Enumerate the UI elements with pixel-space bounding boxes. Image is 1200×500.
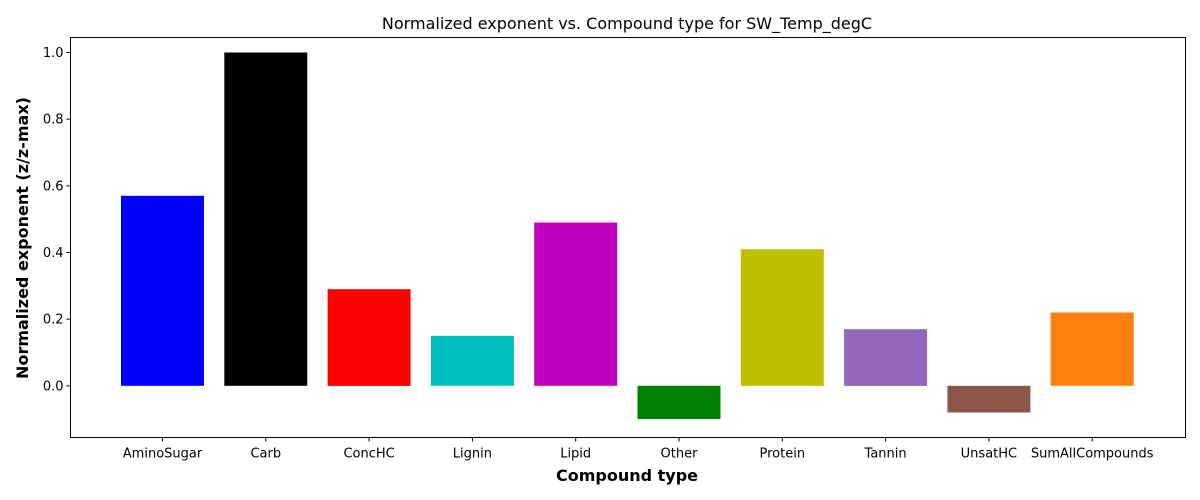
y-tick-label: 0.6 xyxy=(43,179,64,194)
bar-unsathc xyxy=(947,385,1031,413)
x-axis: AminoSugar Carb ConcHC Lignin Lipid Other Prot… xyxy=(123,437,1154,462)
bar-protein xyxy=(740,249,824,386)
x-tick-label: SumAllCompounds xyxy=(1031,447,1154,462)
plot-frame xyxy=(70,37,1186,438)
x-tick-label: Other xyxy=(661,447,699,462)
x-tick-label: Tannin xyxy=(864,447,907,462)
x-tick-label: Lignin xyxy=(453,447,492,462)
y-tick-label: 1.0 xyxy=(43,46,64,61)
bar-aminosugar xyxy=(121,195,204,386)
y-tick-label: 0.2 xyxy=(43,313,64,328)
chart-title: Normalized exponent vs. Compound type fo… xyxy=(382,14,872,34)
y-axis: 0.0 0.2 0.4 0.6 0.8 1.0 xyxy=(43,46,71,394)
bar-carb xyxy=(224,52,308,386)
bar-other xyxy=(637,385,721,420)
bar-sumallcompounds xyxy=(1050,312,1134,386)
y-tick-label: 0.0 xyxy=(43,379,64,394)
x-tick-label: Protein xyxy=(760,447,806,462)
y-tick-label: 0.8 xyxy=(43,113,64,128)
x-tick-label: ConcHC xyxy=(343,447,394,462)
bars-layer xyxy=(121,52,1134,420)
y-tick-label: 0.4 xyxy=(43,246,64,261)
x-tick-label: AminoSugar xyxy=(123,447,203,462)
bar-lipid xyxy=(534,222,618,386)
x-tick-label: UnsatHC xyxy=(961,447,1017,462)
bar-lignin xyxy=(430,335,514,386)
x-axis-label: Compound type xyxy=(556,466,698,485)
x-tick-label: Lipid xyxy=(560,447,591,462)
bar-tannin xyxy=(844,329,928,386)
x-tick-label: Carb xyxy=(250,447,281,462)
y-axis-label: Normalized exponent (z/z-max) xyxy=(13,97,32,379)
bar-conchc xyxy=(327,289,411,386)
